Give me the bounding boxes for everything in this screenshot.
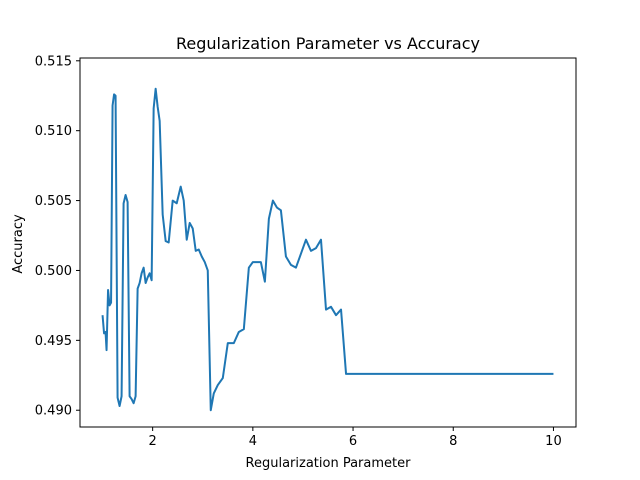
y-tick-label: 0.505 — [35, 194, 72, 209]
x-axis-ticks: 2 4 6 8 10 — [149, 427, 562, 449]
y-tick-label: 0.495 — [35, 334, 72, 349]
plot-area — [101, 87, 554, 412]
plot-frame — [79, 57, 577, 428]
x-tick-label: 6 — [349, 434, 357, 449]
y-axis-ticks: 0.490 0.495 0.500 0.505 0.510 0.515 — [35, 54, 80, 419]
x-tick-label: 2 — [149, 434, 157, 449]
y-tick-label: 0.515 — [35, 54, 72, 69]
chart-title: Regularization Parameter vs Accuracy — [176, 34, 480, 53]
y-tick-label: 0.510 — [35, 124, 72, 139]
y-axis-label: Accuracy — [11, 214, 26, 274]
y-tick-label: 0.490 — [35, 404, 72, 419]
x-tick-label: 4 — [249, 434, 257, 449]
y-tick-label: 0.500 — [35, 264, 72, 279]
x-tick-label: 10 — [545, 434, 562, 449]
x-axis-label: Regularization Parameter — [246, 456, 412, 471]
accuracy-series-line — [101, 87, 554, 412]
x-tick-label: 8 — [449, 434, 457, 449]
